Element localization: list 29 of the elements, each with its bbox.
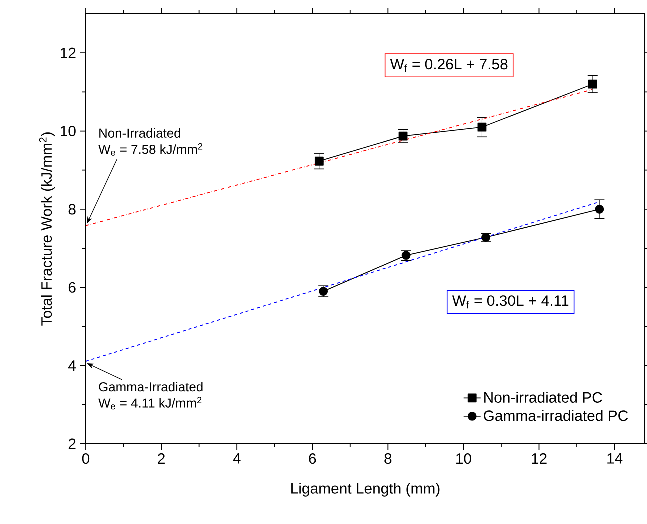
x-tick-label: 10: [456, 454, 472, 464]
text: W$_{f}$ = 0.26L + 7.58: [390, 59, 508, 72]
annotation: W$_{e}$ = 7.58 kJ/mm$^{2}$: [98, 143, 203, 156]
x-tick-label: 0: [82, 454, 90, 464]
x-tick-label: 14: [608, 454, 623, 464]
x-tick-label: 6: [309, 454, 316, 464]
legend-label: Non-irradiated PC: [484, 392, 602, 403]
point: [588, 80, 598, 89]
point: [478, 122, 487, 132]
y-tick-label: 10: [61, 126, 76, 137]
y-tick-label: 2: [68, 438, 76, 450]
y-tick-label: 12: [61, 48, 76, 58]
annotation: Gamma-Irradiated: [99, 382, 203, 392]
y-tick-label: 4: [68, 360, 76, 371]
x-tick-label: 2: [158, 454, 165, 464]
y-axis-title: Total Fracture Work (kJ/mm$^{2}$): [39, 132, 56, 326]
annotation: W$_{e}$ = 4.11 kJ/mm$^{2}$: [98, 397, 202, 410]
x-axis-title: Ligament Length (mm): [292, 482, 440, 497]
legend-label: Gamma-irradiated PC: [484, 410, 628, 422]
x-tick-label: 8: [384, 454, 392, 464]
x-tick-label: 12: [532, 454, 547, 464]
y-tick-label: 6: [68, 282, 76, 293]
point: [314, 156, 324, 166]
point: [398, 132, 408, 141]
annotation: Non-Irradiated: [100, 128, 180, 138]
y-tick-label: 8: [68, 204, 76, 215]
point: [595, 205, 604, 214]
x-tick-label: 4: [233, 454, 241, 464]
text: W$_{f}$ = 0.30L + 4.11: [452, 296, 569, 309]
